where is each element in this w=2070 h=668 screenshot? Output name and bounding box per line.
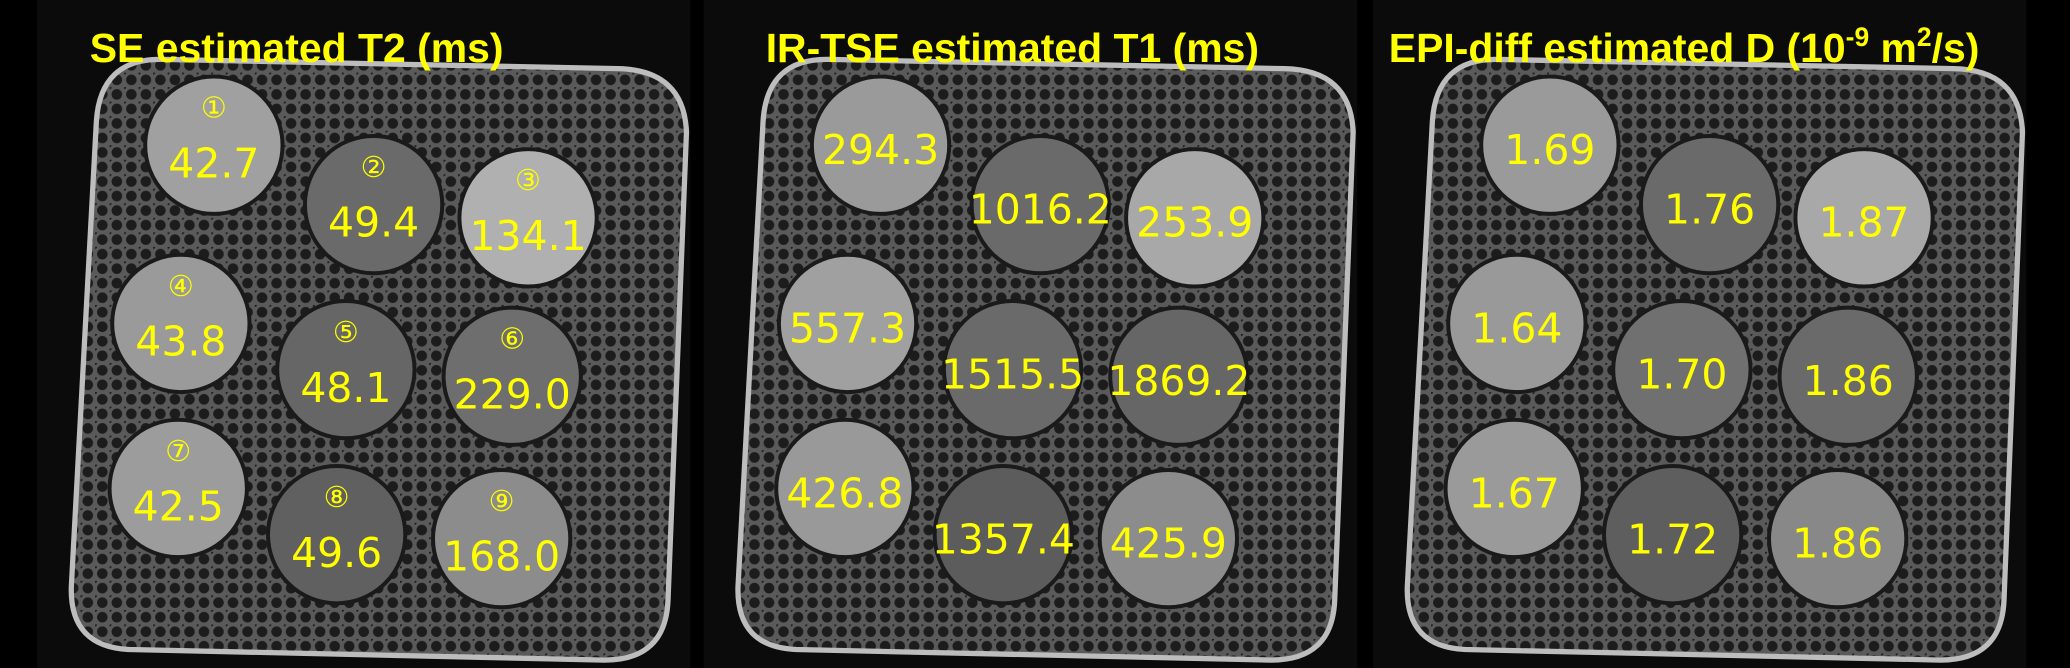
vial bbox=[1443, 417, 1585, 560]
vial-value: 42.5 bbox=[133, 483, 224, 531]
vial-number: ⑥ bbox=[499, 322, 525, 356]
vial bbox=[1638, 133, 1781, 276]
vial bbox=[809, 74, 952, 216]
vial-value: 1.70 bbox=[1636, 351, 1727, 399]
title-text: /s) bbox=[1932, 25, 1980, 71]
vial bbox=[1446, 252, 1588, 395]
title-text: EPI-diff estimated D (10 bbox=[1389, 25, 1846, 71]
vial-value: 1.86 bbox=[1803, 357, 1894, 405]
vial bbox=[1777, 305, 1919, 447]
title-text: m bbox=[1869, 25, 1917, 71]
vial bbox=[441, 305, 583, 447]
vial-value: 1357.4 bbox=[932, 516, 1075, 564]
vial-value: 134.1 bbox=[470, 212, 587, 260]
vial-value: 43.8 bbox=[135, 318, 226, 366]
vial-number: ⑦ bbox=[165, 434, 191, 468]
title-text: IR-TSE estimated T1 (ms) bbox=[766, 25, 1259, 71]
panel: 1.69 1.76 1.87 1.64 1.70 1.86 1.67 1.72 1.86 EPI-… bbox=[1372, 0, 2027, 668]
vial-value: 253.9 bbox=[1136, 199, 1253, 247]
title-superscript: 2 bbox=[1917, 22, 1932, 52]
vial-value: 229.0 bbox=[454, 370, 571, 418]
vial-value: 1515.5 bbox=[941, 351, 1084, 399]
vial bbox=[275, 299, 417, 441]
vial-number: ⑤ bbox=[333, 315, 359, 349]
panel-title: SE estimated T2 (ms) bbox=[90, 25, 504, 71]
vial bbox=[143, 74, 285, 216]
vial bbox=[1602, 464, 1744, 606]
panel-title: EPI-diff estimated D (10-9 m2/s) bbox=[1389, 22, 1980, 71]
vial bbox=[776, 252, 919, 395]
vial-value: 1.72 bbox=[1627, 516, 1718, 564]
vial bbox=[457, 147, 599, 289]
vial bbox=[1767, 467, 1909, 610]
vial-value: 425.9 bbox=[1110, 520, 1227, 568]
vial-number: ③ bbox=[515, 163, 541, 197]
vial-value: 1.87 bbox=[1819, 199, 1910, 247]
vial-value: 48.1 bbox=[300, 364, 391, 412]
vial bbox=[969, 133, 1111, 276]
vial bbox=[932, 464, 1074, 606]
vial bbox=[110, 252, 252, 395]
vial-value: 1869.2 bbox=[1107, 357, 1250, 405]
vial-value: 557.3 bbox=[789, 304, 906, 352]
vial-number: ② bbox=[361, 150, 387, 184]
vial-value: 294.3 bbox=[822, 126, 939, 174]
vial-value: 1.86 bbox=[1792, 520, 1883, 568]
vial bbox=[1097, 467, 1239, 610]
vial bbox=[1124, 147, 1266, 289]
vial-value: 49.6 bbox=[291, 529, 382, 577]
vial-value: 426.8 bbox=[786, 469, 903, 517]
vial-value: 1.76 bbox=[1664, 186, 1755, 234]
vial bbox=[1611, 299, 1753, 441]
title-text: SE estimated T2 (ms) bbox=[90, 25, 504, 71]
vial bbox=[107, 417, 249, 560]
vial-value: 49.4 bbox=[328, 199, 419, 247]
vial bbox=[941, 299, 1084, 441]
vial bbox=[266, 464, 408, 606]
vial-value: 1.67 bbox=[1469, 469, 1560, 517]
panel-title: IR-TSE estimated T1 (ms) bbox=[766, 25, 1259, 71]
vial bbox=[1108, 305, 1250, 447]
vial bbox=[431, 467, 573, 610]
vial bbox=[302, 133, 445, 276]
vial bbox=[1479, 74, 1621, 216]
vial bbox=[1793, 147, 1935, 289]
vial-value: 1016.2 bbox=[969, 186, 1112, 234]
vial-number: ④ bbox=[168, 269, 194, 303]
vial-value: 42.7 bbox=[168, 139, 259, 187]
vial bbox=[774, 417, 916, 560]
vial-number: ⑧ bbox=[324, 480, 350, 514]
panel: ① 42.7 ② 49.4 ③ 134.1 ④ 43.8 ⑤ 48.1 ⑥ 229.0 ⑦ 42.5 ⑧ 49… bbox=[36, 0, 691, 668]
panel: 294.3 1016.2 253.9 557.3 1515.5 1869.2 426.8 13… bbox=[703, 0, 1358, 668]
vial-value: 1.64 bbox=[1471, 304, 1562, 352]
title-superscript: -9 bbox=[1846, 22, 1869, 52]
vial-value: 1.69 bbox=[1504, 126, 1595, 174]
vial-value: 168.0 bbox=[443, 533, 560, 581]
vial-number: ① bbox=[201, 91, 227, 125]
vial-number: ⑨ bbox=[489, 484, 515, 518]
